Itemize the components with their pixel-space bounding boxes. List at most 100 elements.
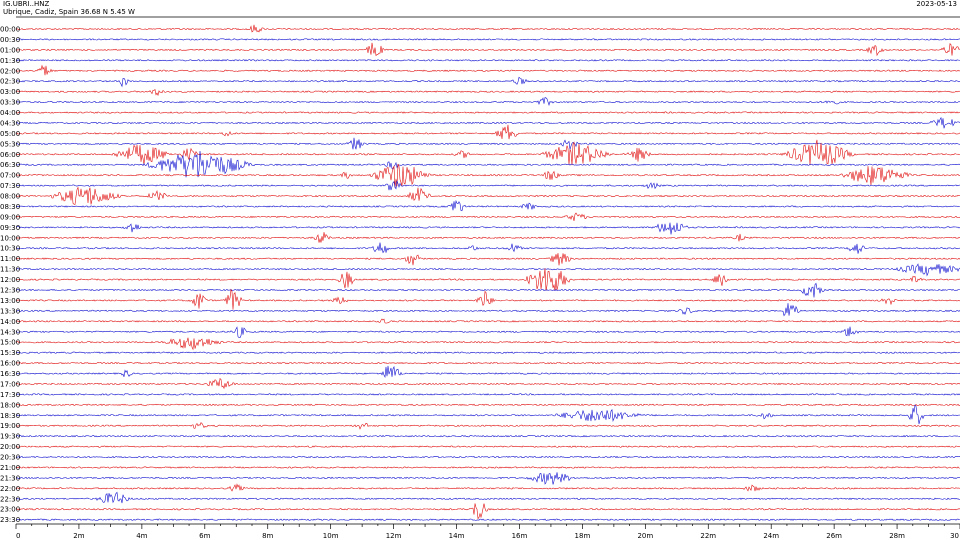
row-label: 14:00 [0,318,20,326]
row-label: 14:30 [0,328,20,336]
row-label: 21:00 [0,464,20,472]
trace-0600 [15,139,960,166]
row-label: 20:00 [0,443,20,451]
x-tick-label: 12m [386,532,402,540]
row-label: 06:00 [0,151,20,159]
row-label: 00:30 [0,36,20,44]
trace-group [15,24,960,521]
trace-0730 [15,180,960,191]
row-label: 08:00 [0,193,20,201]
trace-1100 [15,253,960,266]
trace-0930 [15,222,960,235]
row-label: 11:00 [0,255,20,263]
trace-0430 [15,116,960,129]
row-label: 15:00 [0,339,20,347]
row-label: 19:00 [0,422,20,430]
row-label: 08:30 [0,203,20,211]
trace-1830 [15,404,960,425]
row-label: 01:30 [0,57,20,65]
x-tick-label: 28m [889,532,905,540]
row-label: 09:30 [0,224,20,232]
x-tick-label: 18m [575,532,591,540]
trace-2100 [15,466,960,469]
trace-1700 [15,377,960,390]
trace-0300 [15,88,960,97]
trace-1430 [15,326,960,338]
trace-1900 [15,422,960,430]
trace-1730 [15,393,960,396]
row-label: 03:00 [0,88,20,96]
x-tick-label: 30 [950,532,959,540]
x-tick-label: 16m [512,532,528,540]
row-label: 12:00 [0,276,20,284]
trace-1630 [15,365,960,378]
row-label: 18:30 [0,412,20,420]
row-label: 00:00 [0,26,20,34]
trace-1530 [15,351,960,354]
trace-0000 [15,24,960,33]
row-label: 05:00 [0,130,20,138]
trace-2200 [15,483,960,492]
trace-0800 [15,186,960,205]
row-label: 18:00 [0,401,20,409]
trace-1600 [16,361,960,365]
x-tick-label: 8m [262,532,273,540]
row-label: 23:30 [0,516,20,524]
trace-1030 [15,242,960,254]
x-tick-group: 0 2m 4m 6m 8m 10m 12m 14m 16m 18m 20m 22m 24m 26m 28m 3… [15,524,960,540]
row-label: 17:00 [0,380,20,388]
trace-0330 [15,97,960,106]
row-label: 02:30 [0,78,20,86]
row-label: 12:30 [0,287,20,295]
trace-2030 [15,455,960,459]
trace-1930 [15,435,960,438]
row-label: 13:30 [0,307,20,315]
trace-0230 [15,76,960,88]
station-code: IG.UBRI..HNZ [3,0,50,8]
trace-1800 [15,403,960,407]
trace-1500 [15,337,960,351]
row-label: 15:30 [0,349,20,357]
trace-1400 [15,318,960,324]
row-label: 22:00 [0,485,20,493]
trace-0200 [15,64,960,76]
row-label: 01:00 [0,46,20,54]
trace-0400 [15,111,960,114]
trace-2300 [15,503,960,520]
row-label: 10:30 [0,245,20,253]
trace-1130 [15,263,960,277]
trace-0500 [15,124,960,140]
row-label: 16:30 [0,370,20,378]
trace-1200 [15,268,960,291]
row-label: 06:30 [0,161,20,169]
x-tick-label: 0 [16,532,20,540]
x-tick-label: 2m [73,532,84,540]
trace-0130 [15,59,960,62]
row-label: 13:00 [0,297,20,305]
trace-1300 [15,288,960,310]
trace-0030 [15,38,960,41]
row-label: 05:30 [0,140,20,148]
row-label: 07:30 [0,182,20,190]
row-label: 02:00 [0,67,20,75]
row-label: 21:30 [0,474,20,482]
x-tick-label: 6m [199,532,210,540]
x-tick-label: 10m [323,532,339,540]
row-label: 09:00 [0,213,20,221]
x-tick-label: 14m [449,532,465,540]
row-label: 17:30 [0,391,20,399]
trace-1000 [15,232,960,243]
row-label: 23:00 [0,506,20,514]
trace-0530 [15,137,960,150]
row-label: 07:00 [0,172,20,180]
row-label: 03:30 [0,99,20,107]
trace-0830 [15,199,960,212]
trace-0700 [15,163,960,188]
row-label: 11:30 [0,266,20,274]
row-label-group: 00:00 00:30 01:00 01:30 02:00 02:30 03:00 03:30… [0,26,20,525]
x-tick-label: 22m [700,532,716,540]
row-label: 19:30 [0,433,20,441]
trace-2230 [15,491,960,504]
station-location: Ubrique, Cadiz, Spain 36.68 N 5.45 W [3,8,135,16]
